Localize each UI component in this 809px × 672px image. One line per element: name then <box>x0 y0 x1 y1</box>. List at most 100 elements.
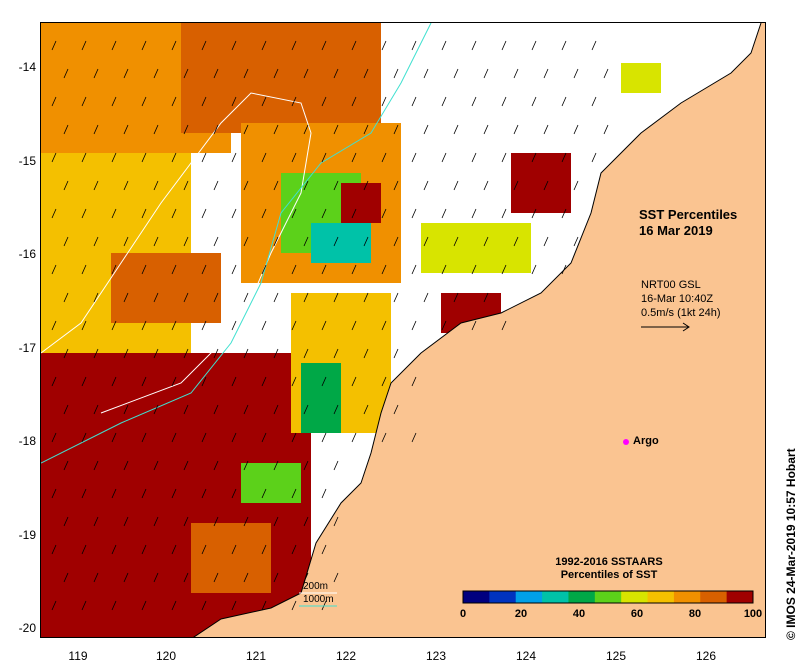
current-vector <box>81 600 87 611</box>
current-vector <box>153 124 159 135</box>
current-vector <box>561 152 567 163</box>
current-vector <box>321 320 327 331</box>
current-vector <box>261 488 267 499</box>
current-vector <box>153 180 159 191</box>
current-vector <box>393 292 399 303</box>
current-vector <box>141 152 147 163</box>
current-vector <box>393 68 399 79</box>
current-vector <box>333 516 339 527</box>
current-vector <box>141 376 147 387</box>
current-vector <box>171 208 177 219</box>
current-vector <box>243 236 249 247</box>
isobath-1000m <box>41 23 432 464</box>
current-vector <box>351 40 357 51</box>
current-vector <box>261 600 267 611</box>
current-vector <box>333 572 339 583</box>
current-vector <box>321 40 327 51</box>
current-vector <box>93 124 99 135</box>
current-vector <box>171 152 177 163</box>
argo-float-marker[interactable] <box>623 439 629 445</box>
current-vector <box>441 40 447 51</box>
current-vector <box>213 348 219 359</box>
current-vector <box>273 124 279 135</box>
map-title-line1: SST Percentiles <box>639 207 738 222</box>
current-vector <box>273 180 279 191</box>
current-vector <box>153 292 159 303</box>
current-vector <box>513 124 519 135</box>
current-vector <box>351 376 357 387</box>
current-vector <box>273 68 279 79</box>
colorbar-swatch <box>673 591 701 603</box>
current-vector <box>291 208 297 219</box>
current-vector <box>81 544 87 555</box>
current-vector <box>321 544 327 555</box>
current-vector <box>261 264 267 275</box>
current-vector <box>123 124 129 135</box>
current-vector <box>231 432 237 443</box>
current-vector <box>393 348 399 359</box>
current-vector <box>171 376 177 387</box>
current-vector <box>231 488 237 499</box>
current-vector <box>243 124 249 135</box>
colorbar <box>462 590 754 604</box>
map-title-line2: 16 Mar 2019 <box>639 223 713 238</box>
current-vector <box>111 376 117 387</box>
current-vector <box>111 544 117 555</box>
current-vector <box>381 96 387 107</box>
current-vector <box>411 264 417 275</box>
current-vector <box>333 124 339 135</box>
current-vector <box>423 236 429 247</box>
current-vector <box>423 180 429 191</box>
current-vector <box>393 236 399 247</box>
current-vector <box>171 264 177 275</box>
current-vector <box>513 180 519 191</box>
current-vector <box>81 40 87 51</box>
colorbar-swatch <box>489 591 517 603</box>
current-vector <box>201 320 207 331</box>
current-vector <box>441 96 447 107</box>
current-vector <box>81 376 87 387</box>
current-source: NRT00 GSL <box>641 279 701 291</box>
current-vector <box>123 404 129 415</box>
current-vector <box>303 180 309 191</box>
current-vector <box>381 208 387 219</box>
current-vector <box>321 152 327 163</box>
colorbar-swatch <box>726 591 754 603</box>
current-vector <box>333 460 339 471</box>
sst-map[interactable]: SST Percentiles 16 Mar 2019 NRT00 GSL 16… <box>40 22 766 638</box>
current-vector <box>213 68 219 79</box>
current-vector <box>393 124 399 135</box>
current-vector <box>411 320 417 331</box>
current-vector <box>273 292 279 303</box>
current-vector <box>81 264 87 275</box>
current-vector <box>63 292 69 303</box>
current-vector <box>141 544 147 555</box>
current-vector <box>123 460 129 471</box>
current-vector <box>81 96 87 107</box>
current-vector <box>561 264 567 275</box>
current-vector <box>123 180 129 191</box>
current-vector <box>321 488 327 499</box>
current-vector <box>273 404 279 415</box>
current-vector <box>303 68 309 79</box>
current-vector <box>411 432 417 443</box>
current-vector <box>531 96 537 107</box>
current-vector <box>411 152 417 163</box>
current-vector <box>111 152 117 163</box>
current-vector <box>81 488 87 499</box>
current-vector <box>453 124 459 135</box>
current-vector <box>273 516 279 527</box>
current-vector <box>261 208 267 219</box>
current-vector <box>333 292 339 303</box>
current-vector <box>141 488 147 499</box>
current-vector <box>153 404 159 415</box>
current-vector <box>93 348 99 359</box>
current-vector <box>531 208 537 219</box>
current-vector <box>183 124 189 135</box>
current-vector <box>273 460 279 471</box>
current-vector <box>123 236 129 247</box>
current-vector <box>333 68 339 79</box>
current-vector <box>231 544 237 555</box>
current-vector <box>183 572 189 583</box>
longitude-tick-label: 119 <box>68 649 88 663</box>
